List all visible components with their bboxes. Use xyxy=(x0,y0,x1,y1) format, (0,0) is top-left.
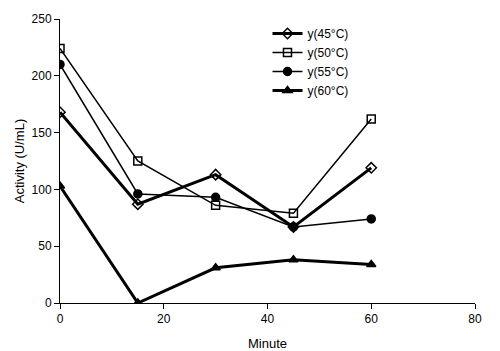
svg-text:50: 50 xyxy=(38,239,52,253)
svg-text:0: 0 xyxy=(57,312,64,326)
svg-text:y(45°C): y(45°C) xyxy=(308,27,349,41)
svg-text:y(50°C): y(50°C) xyxy=(308,46,349,60)
svg-text:0: 0 xyxy=(45,296,52,310)
svg-text:40: 40 xyxy=(261,312,275,326)
svg-text:60: 60 xyxy=(365,312,379,326)
svg-text:Minute: Minute xyxy=(248,336,287,351)
svg-text:20: 20 xyxy=(157,312,171,326)
svg-text:80: 80 xyxy=(468,312,482,326)
svg-text:250: 250 xyxy=(32,12,52,26)
svg-text:150: 150 xyxy=(32,126,52,140)
svg-text:y(55°C): y(55°C) xyxy=(308,65,349,79)
svg-text:100: 100 xyxy=(32,183,52,197)
svg-text:200: 200 xyxy=(32,69,52,83)
svg-text:Activity (U/mL): Activity (U/mL) xyxy=(12,119,27,204)
svg-text:y(60°C): y(60°C) xyxy=(308,84,349,98)
